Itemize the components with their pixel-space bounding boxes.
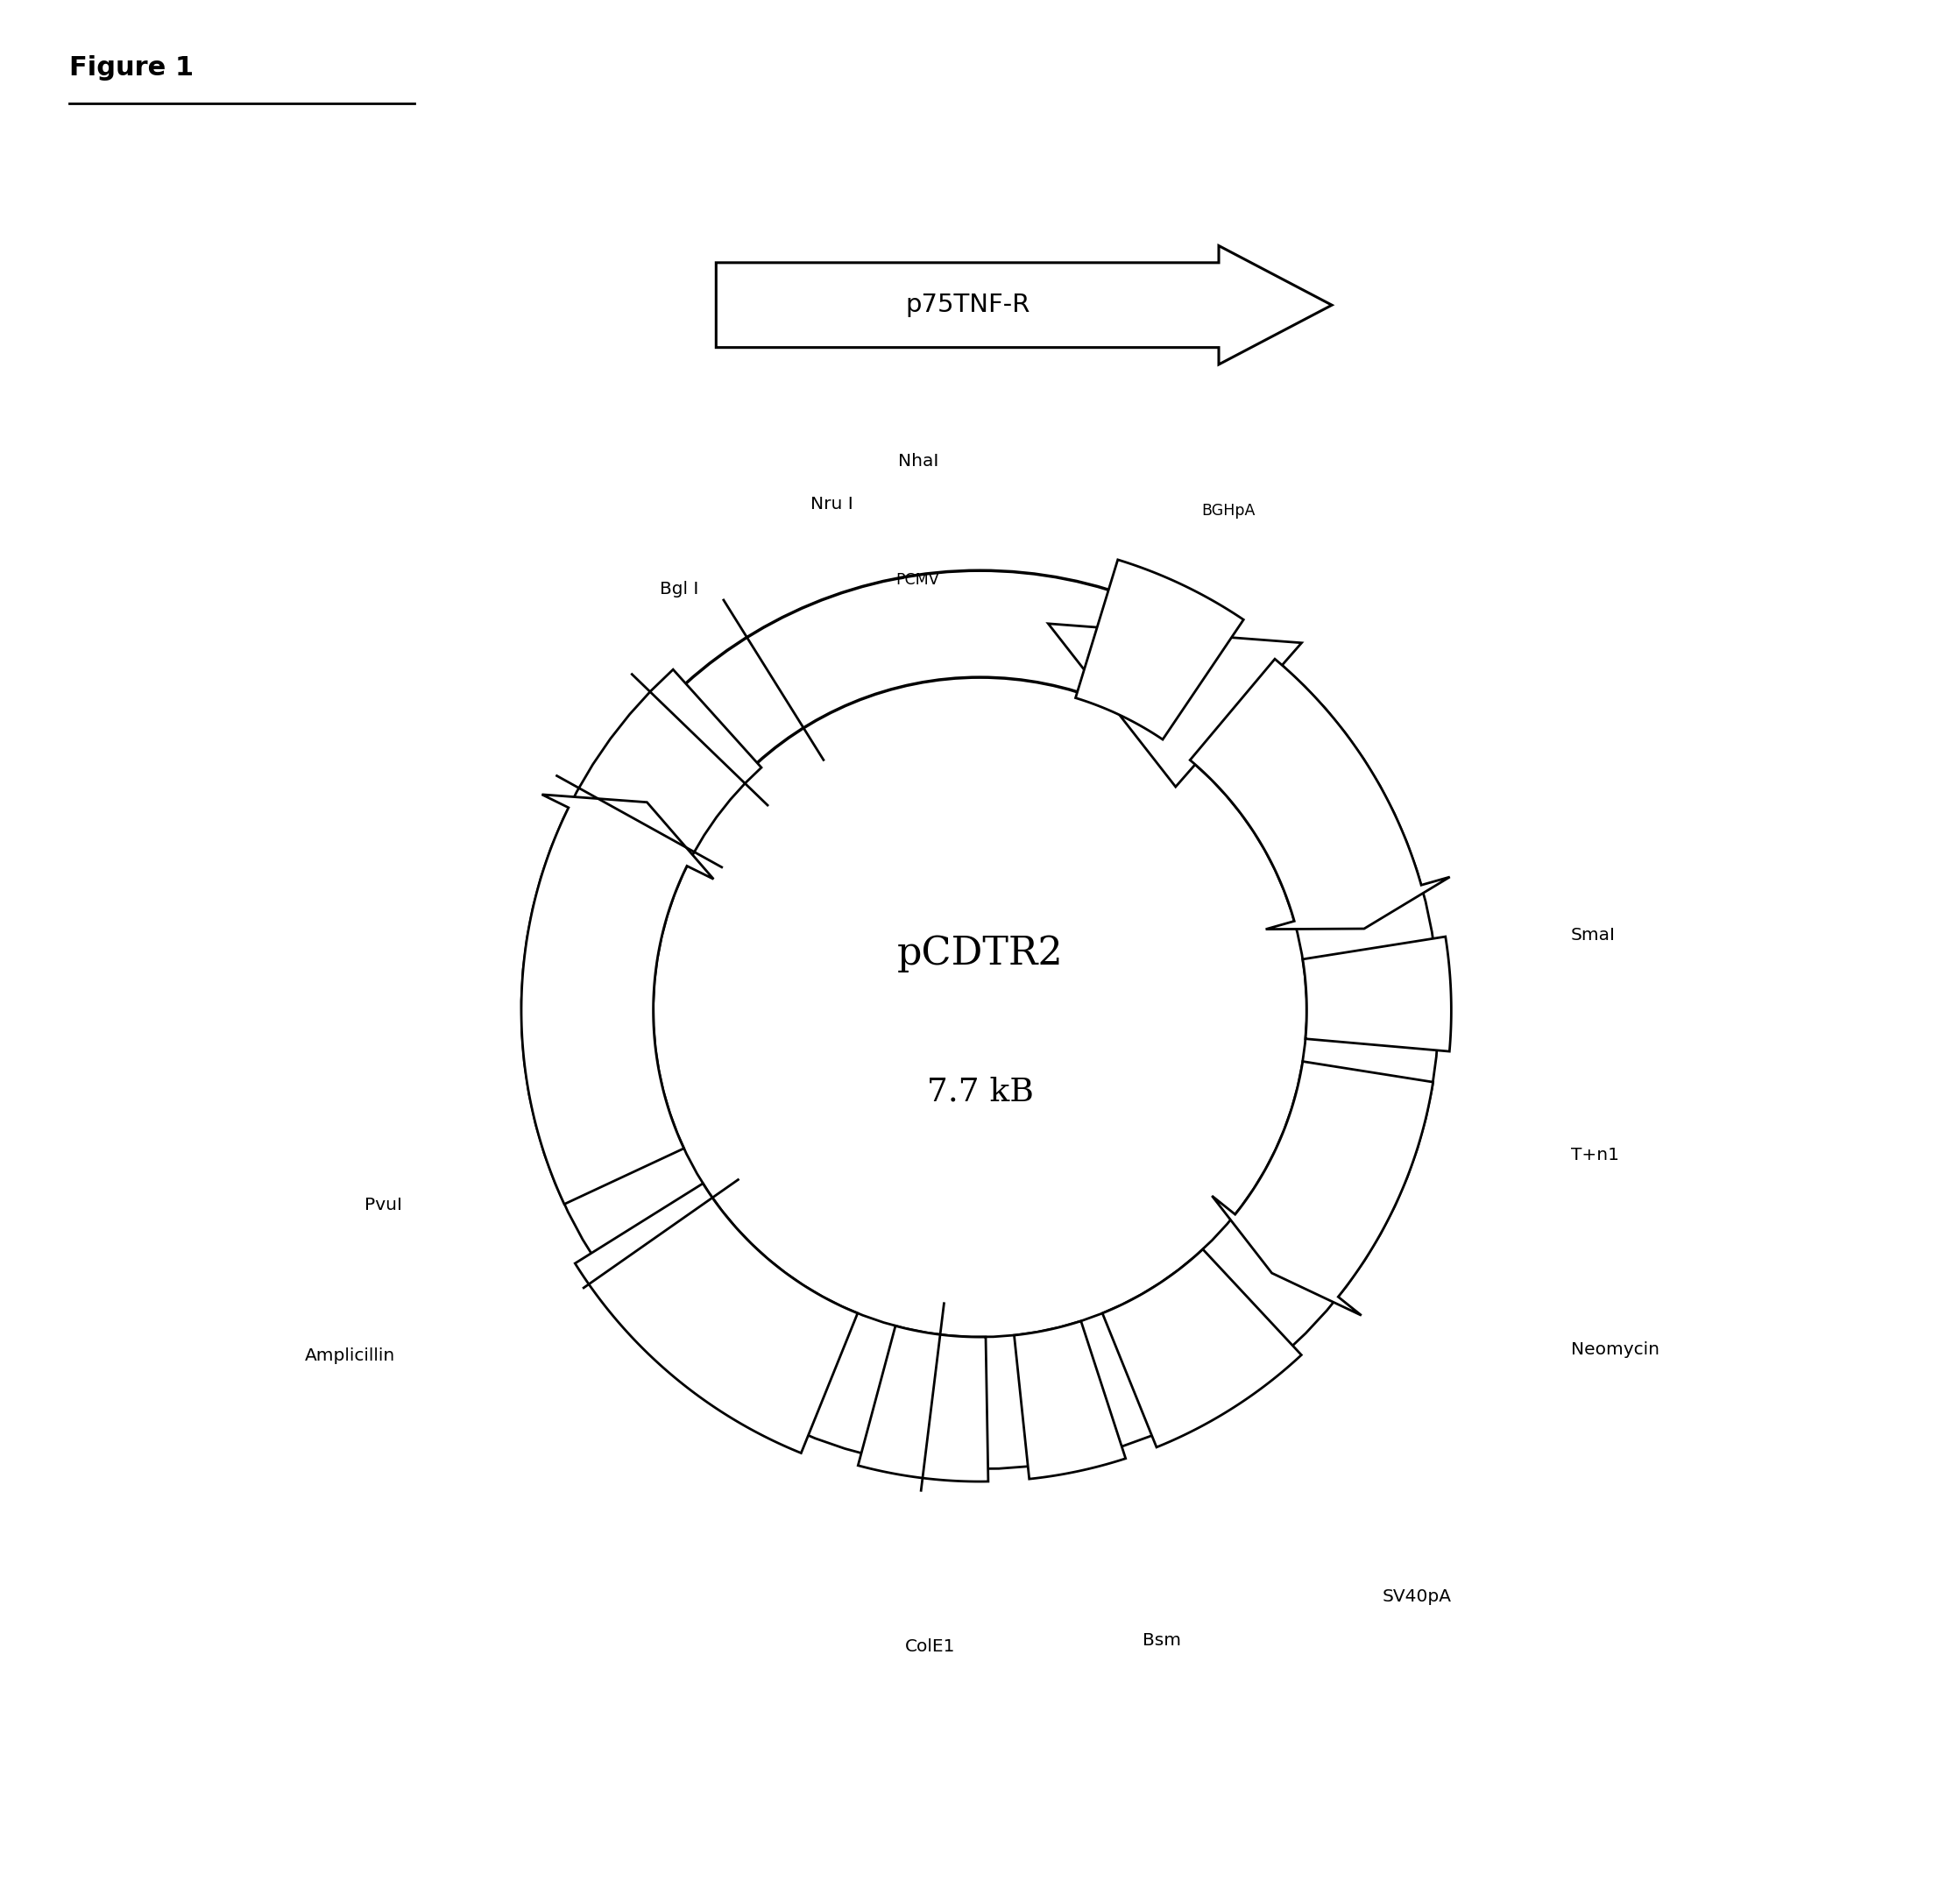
Text: Neomycin: Neomycin: [1570, 1342, 1658, 1359]
Text: Figure 1: Figure 1: [69, 55, 194, 81]
Text: 7.7 kB: 7.7 kB: [927, 1076, 1033, 1109]
Polygon shape: [521, 794, 713, 1203]
Polygon shape: [1102, 1249, 1301, 1448]
Text: pCDTR2: pCDTR2: [898, 934, 1062, 972]
Text: Bgl I: Bgl I: [661, 582, 698, 597]
Text: Amplicillin: Amplicillin: [306, 1347, 396, 1364]
Polygon shape: [1190, 659, 1450, 929]
Polygon shape: [1303, 936, 1450, 1052]
Text: ColE1: ColE1: [906, 1639, 955, 1654]
Polygon shape: [574, 1184, 858, 1453]
Text: SmaI: SmaI: [1570, 927, 1615, 944]
Polygon shape: [858, 1326, 988, 1482]
Text: p75TNF-R: p75TNF-R: [906, 294, 1029, 316]
Polygon shape: [715, 246, 1333, 364]
Text: SV40pA: SV40pA: [1382, 1588, 1450, 1605]
Text: PvuI: PvuI: [365, 1198, 402, 1213]
Text: NhaI: NhaI: [898, 453, 939, 470]
Polygon shape: [1076, 559, 1243, 739]
Text: BGHpA: BGHpA: [1201, 502, 1254, 519]
Text: T+n1: T+n1: [1570, 1146, 1619, 1164]
Text: Bsm: Bsm: [1143, 1632, 1182, 1649]
Text: Nru I: Nru I: [809, 496, 853, 514]
Text: PCMV: PCMV: [896, 572, 939, 587]
Polygon shape: [1013, 1321, 1125, 1478]
Polygon shape: [1211, 1061, 1433, 1315]
Polygon shape: [521, 623, 1439, 1469]
